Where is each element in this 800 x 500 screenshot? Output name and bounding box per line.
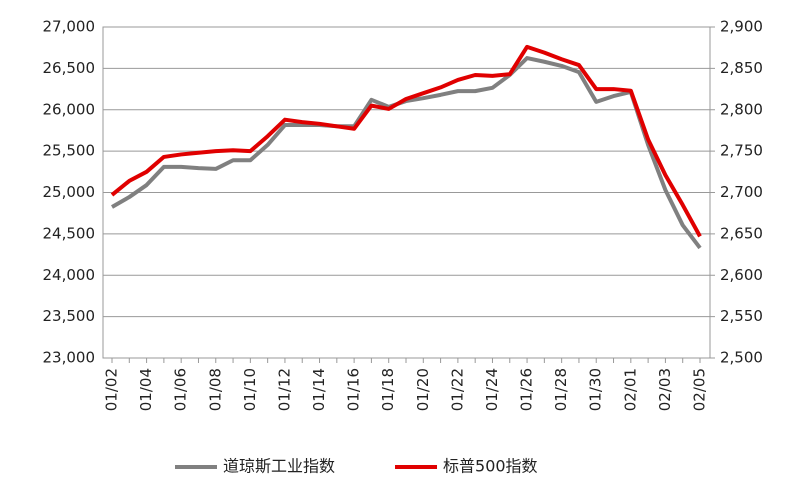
x-tick-label: 01/18 [379,368,397,411]
x-tick-label: 01/14 [310,368,328,411]
y-tick-label: 26,000 [43,100,96,118]
y2-tick-label: 2,800 [720,100,763,118]
x-tick-label: 01/20 [414,368,432,411]
x-tick-label: 01/04 [137,368,155,411]
x-tick-label: 01/12 [275,368,293,411]
x-tick-label: 01/08 [206,368,224,411]
x-tick-label: 01/24 [483,368,501,411]
y2-tick-label: 2,850 [720,59,763,77]
y-tick-label: 25,000 [43,183,96,201]
y-tick-label: 24,000 [43,266,96,284]
x-tick-label: 01/30 [587,368,605,411]
x-tick-label: 01/02 [103,368,121,411]
x-tick-label: 02/01 [621,368,639,411]
x-tick-label: 02/05 [691,368,709,411]
x-tick-label: 01/28 [552,368,570,411]
x-tick-label: 02/03 [656,368,674,411]
legend-label: 标普500指数 [443,457,538,476]
y-tick-label: 27,000 [43,18,96,36]
x-tick-label: 01/10 [241,368,259,411]
y2-tick-label: 2,750 [720,142,763,160]
x-tick-label: 01/16 [345,368,363,411]
x-tick-label: 01/22 [448,368,466,411]
y2-tick-label: 2,900 [720,18,763,36]
legend: 道琼斯工业指数 标普500指数 [175,457,538,476]
x-tick-label: 01/06 [172,368,190,411]
y2-tick-label: 2,500 [720,349,763,367]
legend-label: 道琼斯工业指数 [223,457,335,476]
y2-tick-label: 2,600 [720,266,763,284]
y2-tick-label: 2,550 [720,307,763,325]
y-tick-label: 26,500 [43,59,96,77]
y-tick-label: 23,500 [43,307,96,325]
y-tick-label: 23,000 [43,349,96,367]
y-tick-label: 25,500 [43,142,96,160]
x-tick-label: 01/26 [518,368,536,411]
y2-tick-label: 2,700 [720,183,763,201]
y-tick-label: 24,500 [43,224,96,242]
y2-tick-label: 2,650 [720,224,763,242]
series-line [110,44,702,238]
